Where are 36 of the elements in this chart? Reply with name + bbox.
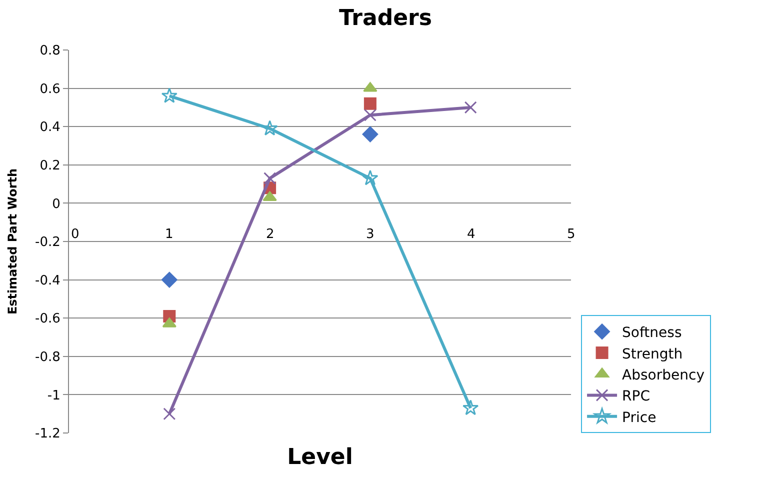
y-tick-label: 0.2	[40, 158, 60, 174]
x-tick-label: 2	[266, 227, 274, 242]
point	[464, 101, 477, 114]
chart-title: Traders	[339, 6, 432, 31]
y-tick-label: -1.2	[35, 426, 60, 442]
point	[364, 108, 376, 122]
point	[262, 120, 278, 136]
x-tick-label: 4	[467, 227, 476, 242]
point	[162, 272, 178, 288]
y-tick-label: -0.8	[35, 350, 60, 365]
x-tick-label: 3	[366, 227, 374, 242]
y-tick-label: 0.8	[40, 44, 60, 59]
point	[163, 408, 176, 420]
x-tick-label: 0	[71, 227, 80, 242]
y-tick-label: 0	[52, 196, 60, 212]
legend-label: Strength	[622, 346, 683, 362]
point	[161, 88, 178, 103]
y-tick-label: 0.6	[40, 82, 60, 97]
y-tick-label: -0.6	[35, 312, 60, 327]
point	[362, 126, 378, 142]
x-tick-label: 1	[165, 227, 174, 242]
x-axis-title: Level	[287, 444, 353, 470]
y-tick-label: -1	[47, 388, 60, 404]
point	[462, 400, 479, 416]
y-tick-label: -0.4	[35, 273, 60, 288]
legend-label: RPC	[622, 388, 650, 405]
y-tick-label: -0.2	[35, 235, 60, 250]
legend-label: Absorbency	[622, 367, 704, 384]
legend-label: Softness	[622, 325, 682, 342]
legend-label: Price	[622, 410, 656, 426]
x-tick-label: 5	[567, 227, 576, 242]
y-tick-label: 0.4	[40, 120, 60, 136]
y-axis-title: Estimated Part Worth	[5, 168, 20, 315]
point	[364, 97, 376, 110]
point	[362, 170, 378, 186]
point	[264, 172, 276, 185]
